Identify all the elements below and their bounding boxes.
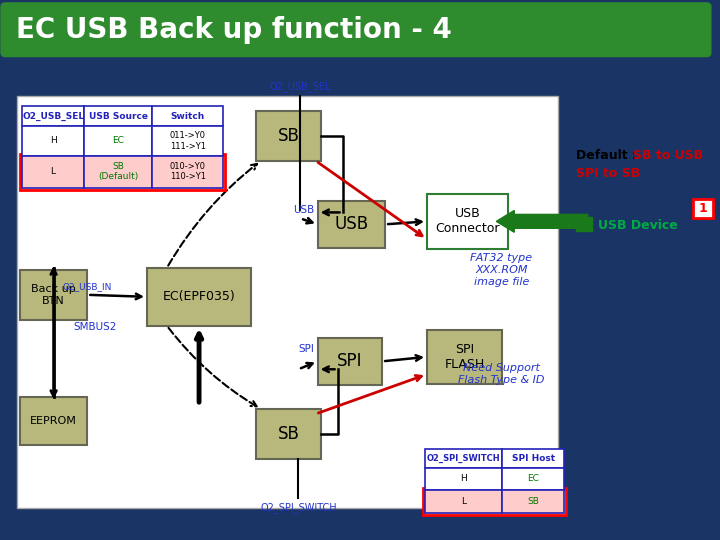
Text: SPI Host: SPI Host (512, 454, 554, 463)
Bar (84, 126, 152, 156)
Bar (17, 96, 558, 508)
Bar (576, 218, 592, 231)
Bar (423, 488, 566, 515)
Text: Need Support
Flash Type & ID: Need Support Flash Type & ID (458, 363, 544, 385)
Text: EC: EC (527, 475, 539, 483)
Bar (318, 200, 385, 248)
Text: SB: SB (277, 425, 300, 443)
Text: SMBUS2: SMBUS2 (73, 322, 117, 332)
Text: SB: SB (277, 127, 300, 145)
Text: O2_USB_SEL: O2_USB_SEL (269, 82, 331, 92)
Text: SB: SB (527, 497, 539, 507)
Bar (20, 270, 87, 320)
Text: H: H (50, 137, 56, 145)
Text: Switch: Switch (171, 112, 204, 120)
Bar (152, 126, 223, 156)
Text: SPI
FLASH: SPI FLASH (444, 343, 485, 371)
Bar (84, 106, 152, 126)
Bar (22, 156, 84, 187)
Bar (22, 126, 84, 156)
Text: EC(EPF035): EC(EPF035) (163, 291, 235, 303)
Bar (152, 106, 223, 126)
Text: SPI: SPI (299, 345, 315, 354)
Text: Default :: Default : (576, 150, 642, 163)
Text: H: H (460, 475, 467, 483)
Text: SB to USB: SB to USB (634, 150, 703, 163)
Text: EC USB Back up function - 4: EC USB Back up function - 4 (16, 16, 451, 44)
Bar (20, 397, 87, 445)
Bar (427, 193, 508, 249)
FancyArrow shape (496, 211, 588, 232)
Text: EEPROM: EEPROM (30, 416, 77, 426)
Bar (425, 449, 503, 468)
Text: EC: EC (112, 137, 124, 145)
Text: USB
Connector: USB Connector (436, 207, 500, 235)
Text: O2_USB_SEL: O2_USB_SEL (22, 112, 84, 120)
Bar (84, 156, 152, 187)
Bar (425, 468, 503, 490)
Text: O2_SPI_SWITCH: O2_SPI_SWITCH (427, 454, 500, 463)
Text: 011->Y0
111->Y1: 011->Y0 111->Y1 (170, 131, 206, 151)
Bar (20, 154, 225, 190)
Bar (693, 199, 713, 218)
Text: USB Device: USB Device (598, 219, 678, 232)
Text: USB Source: USB Source (89, 112, 148, 120)
Text: SPI: SPI (337, 352, 363, 370)
Text: L: L (50, 167, 55, 176)
Text: USB: USB (294, 205, 315, 215)
Text: SPI to SB: SPI to SB (576, 167, 640, 180)
FancyBboxPatch shape (1, 3, 711, 57)
Bar (425, 490, 503, 513)
Bar (503, 468, 564, 490)
Bar (22, 106, 84, 126)
Text: L: L (461, 497, 466, 507)
Bar (152, 156, 223, 187)
Bar (503, 490, 564, 513)
Text: FAT32 type
XXX.ROM
image file: FAT32 type XXX.ROM image file (470, 253, 532, 287)
Text: O2_SPI_SWITCH: O2_SPI_SWITCH (260, 502, 337, 513)
Bar (256, 111, 320, 161)
Bar (256, 409, 320, 458)
Text: USB: USB (334, 215, 369, 233)
Text: Back up
BTN: Back up BTN (31, 284, 76, 306)
Text: O2_USB_IN: O2_USB_IN (63, 282, 112, 291)
Bar (427, 329, 503, 384)
Text: 010->Y0
110->Y1: 010->Y0 110->Y1 (170, 162, 206, 181)
Bar (147, 268, 251, 326)
Bar (503, 449, 564, 468)
Bar (318, 338, 382, 385)
Text: SB
(Default): SB (Default) (98, 162, 138, 181)
Text: 1: 1 (698, 202, 707, 215)
